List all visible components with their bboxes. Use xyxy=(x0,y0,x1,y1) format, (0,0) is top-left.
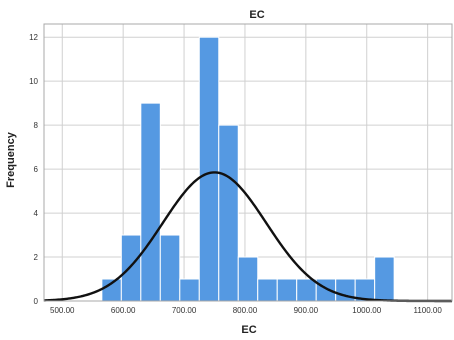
histogram-bar xyxy=(296,278,317,302)
histogram-bar xyxy=(276,278,298,302)
histogram-bar xyxy=(120,234,142,302)
x-tick-label: 1100.00 xyxy=(413,306,442,315)
histogram-bar xyxy=(257,278,278,302)
histogram-bar xyxy=(198,36,220,302)
x-tick-label: 600.00 xyxy=(111,306,136,315)
plot-frame xyxy=(43,23,453,302)
normal-curve xyxy=(43,171,452,303)
x-tick-label: 500.00 xyxy=(50,306,75,315)
y-tick-label: 12 xyxy=(29,33,38,42)
y-tick-labels: 0 2 4 6 8 10 12 xyxy=(29,33,38,306)
histogram-bar xyxy=(179,278,200,302)
x-tick-label: 900.00 xyxy=(294,306,319,315)
histogram-bar xyxy=(159,234,181,302)
x-tick-label: 700.00 xyxy=(172,306,197,315)
x-tick-labels: 500.00 600.00 700.00 800.00 900.00 1000.00 110… xyxy=(50,306,442,315)
histogram-bar xyxy=(218,124,239,302)
chart-title: EC xyxy=(249,9,264,21)
y-axis-title: Frequency xyxy=(5,131,17,188)
y-tick-label: 10 xyxy=(29,77,38,86)
histogram-bar xyxy=(374,256,395,302)
y-tick-label: 0 xyxy=(34,297,39,306)
x-axis-title: EC xyxy=(241,324,256,336)
y-tick-label: 4 xyxy=(34,209,39,218)
y-tick-label: 8 xyxy=(34,121,39,130)
x-tick-label: 800.00 xyxy=(233,306,258,315)
histogram-bar xyxy=(140,102,161,302)
x-tick-label: 1000.00 xyxy=(352,306,381,315)
histogram-bar xyxy=(315,278,337,302)
y-tick-label: 2 xyxy=(34,253,39,262)
grid-lines xyxy=(44,24,452,302)
histogram-bar xyxy=(237,256,259,302)
y-tick-label: 6 xyxy=(34,165,39,174)
